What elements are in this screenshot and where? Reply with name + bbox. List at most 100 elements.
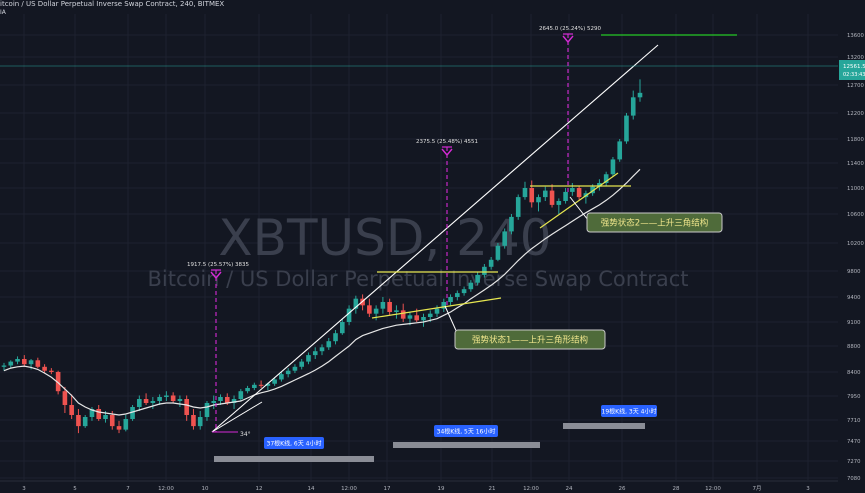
bar-count-badge — [434, 425, 498, 437]
price-tick-label: 7950 — [847, 394, 861, 400]
candle-body — [387, 302, 392, 312]
time-tick-label: 24 — [566, 486, 573, 492]
candle-body — [170, 395, 176, 401]
bar-count-badge — [601, 405, 657, 417]
candle-body — [143, 399, 149, 403]
candle-body — [603, 174, 609, 183]
candle-body — [427, 313, 433, 317]
candle-body — [570, 188, 575, 192]
candle-body — [42, 366, 47, 371]
measure-arrow — [562, 35, 574, 44]
candle-body — [272, 379, 277, 384]
time-tick-label: 28 — [673, 486, 680, 492]
candle-body — [265, 383, 271, 386]
measure-label: 2645.0 (25.24%) 5290 — [539, 26, 602, 32]
range-bar — [563, 423, 645, 429]
candle-body — [536, 197, 541, 203]
candle-body — [109, 415, 115, 427]
candle-body — [455, 293, 460, 297]
price-tick-label: 13200 — [847, 55, 864, 61]
price-tick-label: 7470 — [847, 439, 861, 445]
price-tick-label: 7270 — [847, 459, 861, 465]
candle-body — [137, 399, 142, 407]
candle-body — [367, 305, 372, 314]
moving-average-line — [3, 168, 641, 416]
time-tick-label: 12 — [256, 486, 263, 492]
candle-body — [319, 347, 325, 352]
time-tick-label: 12:00 — [158, 486, 174, 492]
candle-body — [488, 259, 494, 267]
candle-body — [123, 419, 129, 430]
candle-body — [224, 397, 230, 403]
candle-body — [69, 405, 74, 415]
candle-body — [82, 417, 88, 427]
candle-body — [421, 317, 426, 321]
time-tick-label: 21 — [489, 486, 496, 492]
state-label-text: 强势状态1——上升三角形结构 — [472, 335, 588, 346]
candle-body — [28, 360, 34, 365]
watermark-name: Bitcoin / US Dollar Perpetual Inverse Sw… — [147, 267, 688, 291]
price-tick-label: 8400 — [847, 370, 861, 376]
price-tick-label: 12700 — [847, 83, 864, 89]
candle-body — [231, 399, 237, 403]
candle-body — [617, 141, 623, 160]
candle-body — [502, 231, 507, 246]
candle-body — [333, 333, 338, 342]
triangle1-bottom — [371, 297, 502, 319]
measure-label: 2375.5 (25.48%) 4551 — [416, 139, 478, 145]
candle-body — [218, 397, 223, 401]
candle-body — [590, 186, 595, 194]
time-tick-label: 17 — [384, 486, 391, 492]
candle-body — [130, 407, 135, 419]
candle-body — [62, 391, 68, 405]
chart-header-title: itcoin / US Dollar Perpetual Inverse Swa… — [0, 0, 225, 8]
measure-arrow — [441, 148, 453, 157]
candle-body — [482, 266, 487, 275]
candle-body — [353, 298, 359, 309]
candle-body — [211, 401, 217, 403]
candle-body — [164, 395, 169, 397]
price-tick-label: 9400 — [847, 295, 861, 301]
candle-body — [549, 190, 555, 205]
candle-body — [292, 366, 298, 371]
candle-body — [461, 289, 467, 294]
candle-body — [191, 415, 196, 427]
time-tick-label: 26 — [619, 486, 626, 492]
candle-body — [1, 365, 7, 367]
candle-body — [468, 282, 474, 290]
candle-body — [400, 310, 406, 319]
time-tick-label: 10 — [202, 486, 209, 492]
price-tick-label: 11800 — [847, 137, 864, 143]
bar-count-label: 37根K线, 6天 4小时 — [267, 440, 322, 448]
candle-body — [515, 197, 521, 217]
state-label-box — [454, 329, 606, 350]
candle-body — [306, 355, 311, 362]
time-tick-label: 14 — [308, 486, 315, 492]
candle-body — [279, 374, 284, 380]
candle-body — [299, 361, 305, 367]
candle-body — [597, 183, 602, 187]
candle-body — [21, 359, 27, 365]
candle-body — [542, 190, 548, 198]
candle-body — [495, 245, 501, 260]
candle-body — [522, 188, 528, 198]
candle-body — [637, 92, 643, 98]
candle-body — [49, 370, 54, 372]
price-tick-label: 7710 — [847, 418, 861, 424]
candle-body — [475, 274, 480, 283]
candle-body — [407, 315, 413, 319]
candle-body — [184, 399, 189, 415]
candle-body — [630, 97, 636, 116]
candle-body — [441, 302, 447, 309]
candle-body — [394, 310, 399, 312]
price-tick-label: 9100 — [847, 320, 861, 326]
candle-body — [610, 159, 616, 175]
angle-label: 34° — [240, 431, 251, 438]
time-tick-label: 7月 — [753, 485, 762, 492]
time-tick-label: 3 — [806, 486, 810, 492]
time-tick-label: 12:00 — [523, 486, 539, 492]
trendline-upper — [211, 44, 659, 433]
measure-arrow — [210, 271, 222, 280]
range-bar — [214, 456, 374, 462]
